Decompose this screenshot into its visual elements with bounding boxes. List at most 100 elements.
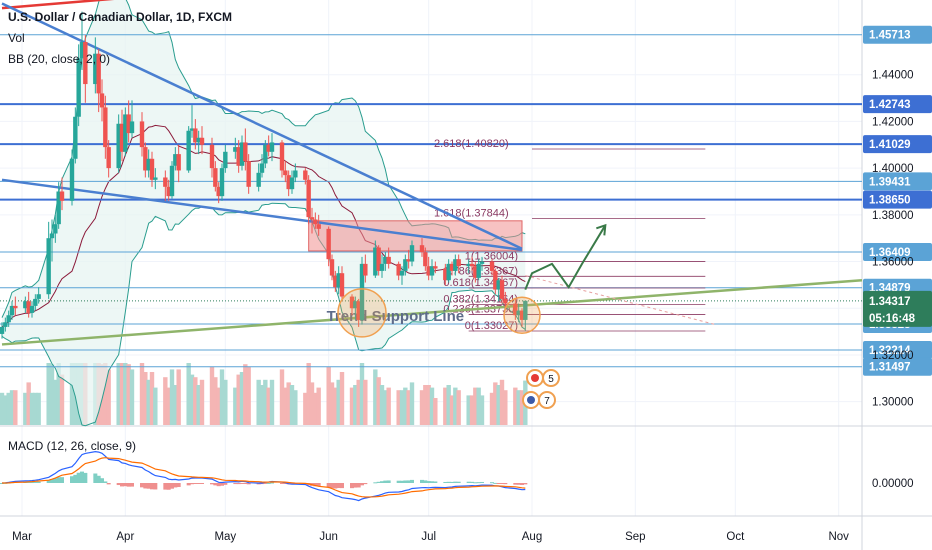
highlight-circle	[337, 288, 387, 338]
volume-bar	[149, 372, 155, 425]
volume-bar	[489, 392, 495, 425]
candle	[99, 93, 105, 108]
volume-bar	[126, 364, 131, 425]
candle	[326, 228, 331, 260]
volume-bar	[503, 390, 508, 425]
candle	[379, 263, 385, 271]
time-axis-label: Oct	[726, 531, 745, 543]
macd-histogram-bar	[116, 483, 121, 486]
macd-histogram-bar	[496, 483, 501, 484]
candle	[246, 161, 251, 187]
candle	[353, 301, 358, 309]
volume-bar	[196, 385, 201, 425]
bollinger-legend[interactable]: BB (20, close, 2, 0)	[8, 52, 111, 66]
trendline	[1, 278, 863, 346]
macd-histogram-bar	[216, 483, 221, 487]
candle	[309, 217, 315, 220]
candle	[329, 259, 335, 276]
price-axis-label: 1.44000	[872, 70, 914, 82]
time-axis-label: Aug	[522, 531, 542, 543]
volume-bar	[496, 385, 501, 425]
macd-histogram-bar	[143, 483, 148, 489]
macd-histogram-bar	[46, 480, 51, 483]
price-tag	[863, 340, 932, 359]
time-axis-label: May	[214, 531, 236, 543]
candle	[166, 186, 171, 197]
macd-histogram-bar	[493, 482, 498, 484]
macd-histogram-bar	[236, 483, 241, 485]
candle	[469, 263, 475, 267]
candle	[356, 301, 361, 320]
candle	[69, 158, 75, 201]
macd-histogram-bar	[76, 472, 81, 483]
price-tag-label: 1.32214	[869, 345, 911, 357]
macd-histogram-bar	[140, 483, 144, 488]
candle	[409, 245, 415, 262]
candle	[186, 130, 191, 171]
volume-bar	[419, 390, 425, 425]
macd-histogram-bar	[60, 477, 64, 483]
volume-bar	[26, 382, 31, 425]
macd-histogram-bar	[130, 483, 134, 487]
volume-bar	[216, 387, 221, 425]
macd-histogram-bar	[53, 478, 58, 483]
candle	[93, 53, 98, 85]
volume-bar	[153, 387, 158, 425]
time-axis-label: Apr	[116, 531, 134, 543]
candle	[33, 298, 38, 306]
macd-histogram-bar	[120, 483, 124, 487]
candle	[176, 154, 181, 171]
macd-histogram-bar	[363, 483, 368, 485]
macd-histogram-bar	[70, 476, 74, 483]
macd-histogram-bar	[280, 483, 284, 484]
macd-histogram-bar	[186, 483, 191, 486]
volume-bar	[383, 390, 388, 425]
candle	[129, 121, 135, 134]
volume-bar	[256, 379, 261, 425]
event-count: 5	[548, 374, 554, 385]
macd-histogram-bar	[430, 481, 434, 483]
bb-fill	[2, 0, 526, 426]
candle	[116, 123, 121, 169]
macd-histogram-bar	[56, 477, 61, 483]
candle	[173, 154, 178, 166]
projection-dashed	[525, 275, 716, 326]
candle	[419, 245, 425, 253]
macd-histogram-bar	[173, 483, 178, 488]
event-badge	[538, 391, 556, 409]
volume-bar	[469, 395, 475, 425]
trendline	[1, 178, 523, 252]
macd-histogram-bar	[400, 480, 404, 483]
candle	[449, 263, 455, 271]
candle	[219, 168, 225, 197]
current-price-label: 1.34317	[869, 296, 911, 308]
macd-legend[interactable]: MACD (12, 26, close, 9)	[8, 439, 137, 453]
volume-bar	[446, 385, 451, 425]
volume-bar	[233, 387, 238, 425]
macd-histogram-bar	[170, 483, 174, 489]
volume-bar	[129, 369, 135, 425]
volume-bar	[519, 390, 525, 425]
volume-bar	[353, 385, 358, 425]
candle	[336, 273, 341, 288]
volume-bar	[53, 379, 58, 425]
price-axis-label: 1.30000	[872, 397, 914, 409]
drawings[interactable]: 57	[337, 223, 716, 409]
volume-bar	[119, 363, 125, 425]
volume-bar	[103, 363, 108, 425]
macd-histogram-bar	[490, 482, 494, 484]
candle	[406, 259, 411, 262]
volume-bar	[399, 390, 405, 425]
trendlines[interactable]: Trend Support Line	[1, 0, 863, 346]
volume-legend[interactable]: Vol	[8, 31, 25, 45]
trendline	[1, 2, 523, 250]
volume-bar	[306, 363, 311, 425]
fibonacci-extension[interactable]: 2.618(1.40820)1.618(1.37844)1(1.36004)0.…	[434, 138, 706, 332]
volume-bar	[279, 369, 285, 425]
macd-histogram-bar	[163, 483, 168, 490]
macd-histogram-bar	[150, 483, 154, 490]
volume-bar	[259, 385, 265, 425]
volume-bar	[69, 363, 75, 425]
candle	[453, 259, 458, 271]
